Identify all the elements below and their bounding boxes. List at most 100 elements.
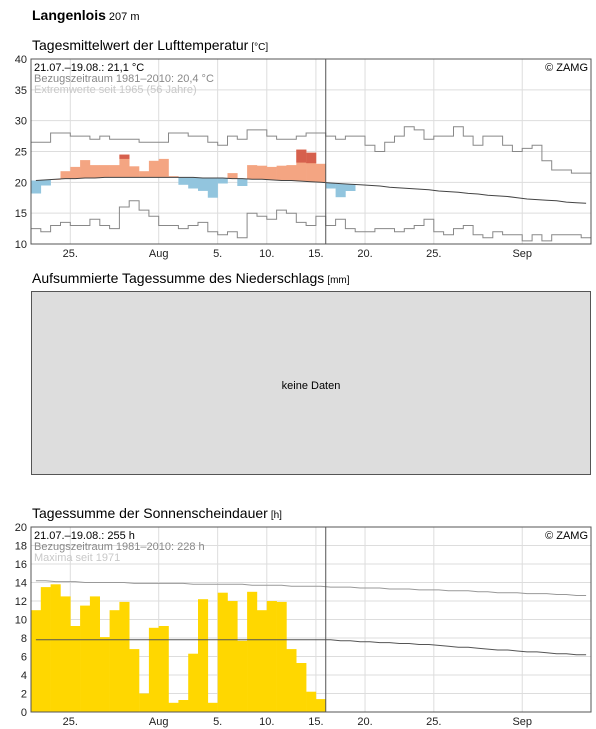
sun-bar <box>198 599 209 712</box>
sun-y-tick-label: 14 <box>15 578 27 590</box>
sun-bar <box>296 663 307 712</box>
sun-info-line-1: 21.07.–19.08.: 255 h <box>34 530 135 542</box>
temp-min-line <box>31 200 591 242</box>
sun-x-tick-label: 5. <box>213 716 222 728</box>
sun-bar <box>119 601 130 712</box>
temp-anomaly-bar <box>31 180 42 194</box>
temp-y-tick-label: 35 <box>15 85 27 97</box>
temp-anomaly-bar <box>207 178 218 198</box>
temp-y-tick-label: 30 <box>15 116 27 128</box>
temp-copyright: © ZAMG <box>545 62 588 74</box>
sun-y-tick-label: 4 <box>21 670 27 682</box>
sun-bar <box>257 610 268 712</box>
sun-plot-border <box>30 526 592 713</box>
temp-x-tick-label: 25. <box>63 248 78 260</box>
sun-bar <box>306 691 317 712</box>
temp-x-tick-label: Sep <box>512 248 532 260</box>
temp-anomaly-bar <box>119 154 130 178</box>
temp-anomaly-bar <box>227 173 238 179</box>
sun-bar <box>237 640 248 712</box>
sun-y-tick-label: 10 <box>15 615 27 627</box>
sun-bar <box>139 693 150 712</box>
temp-plot-border <box>30 58 592 245</box>
temp-y-tick-label: 15 <box>15 208 27 220</box>
temp-anomaly-bar <box>129 166 140 178</box>
sun-bar <box>286 649 297 712</box>
sun-bar <box>188 653 199 712</box>
temp-x-tick-label: 25. <box>426 248 441 260</box>
sun-bar <box>158 626 169 712</box>
temp-y-tick-label: 25 <box>15 147 27 159</box>
sun-x-tick-label: 25. <box>426 716 441 728</box>
temp-anomaly-bar <box>335 183 346 198</box>
temp-x-tick-label: 10. <box>259 248 274 260</box>
station-name: Langenlois <box>32 7 106 23</box>
sun-info-line-3: Maxima seit 1971 <box>34 552 120 564</box>
sun-y-tick-label: 12 <box>15 596 27 608</box>
sun-bar <box>70 626 81 712</box>
sun-y-tick-label: 0 <box>21 707 27 719</box>
sun-bar <box>247 591 258 713</box>
sun-x-tick-label: 25. <box>63 716 78 728</box>
precip-panel-title: Aufsummierte Tagessumme des Niederschlag… <box>32 270 350 286</box>
precip-no-data-box: keine Daten <box>31 291 591 475</box>
temp-anomaly-bar <box>325 183 336 189</box>
temp-anomaly-bar <box>168 176 179 178</box>
temp-anomaly-bar <box>247 165 258 180</box>
sun-bar <box>227 601 238 712</box>
sun-normal-line <box>35 639 587 656</box>
sun-x-tick-label: Aug <box>149 716 169 728</box>
sun-bar <box>266 601 277 712</box>
temp-x-tick-label: 5. <box>213 248 222 260</box>
temp-info-line-2: Bezugszeitraum 1981–2010: 20,4 °C <box>34 73 214 85</box>
sun-y-tick-label: 18 <box>15 541 27 553</box>
sun-bar <box>148 627 159 712</box>
temp-anomaly-bar <box>257 165 268 180</box>
sun-title-text: Tagessumme der Sonnenscheindauer <box>32 505 268 521</box>
temp-anomaly-bar <box>89 165 100 179</box>
temp-unit: [°C] <box>251 42 269 53</box>
sun-bar <box>89 596 100 712</box>
station-header: Langenlois 207 m <box>32 7 139 23</box>
sun-x-tick-label: 10. <box>259 716 274 728</box>
sun-bar <box>207 702 218 713</box>
temp-anomaly-bar <box>306 152 317 182</box>
temp-hot-bar <box>306 152 317 164</box>
temp-anomaly-bar <box>40 179 51 186</box>
temp-anomaly-bar <box>237 178 248 186</box>
temp-x-tick-label: 20. <box>357 248 372 260</box>
sun-bar <box>129 649 140 712</box>
temp-y-tick-label: 10 <box>15 239 27 251</box>
temp-anomaly-bar <box>266 166 277 180</box>
sun-x-tick-label: 20. <box>357 716 372 728</box>
sun-bar <box>60 596 71 712</box>
temp-hot-bar <box>119 154 130 159</box>
sun-y-tick-label: 8 <box>21 633 27 645</box>
temp-anomaly-bar <box>158 158 169 178</box>
sun-bar <box>31 610 42 712</box>
temperature-chart: 10 15 20 25 30 35 40 25. Aug 5. 10. 15. 20. 25. Sep 21.… <box>15 54 592 260</box>
temp-info-line-1: 21.07.–19.08.: 21,1 °C <box>34 62 144 74</box>
sun-panel-title: Tagessumme der Sonnenscheindauer [h] <box>32 505 282 521</box>
sun-info-line-2: Bezugszeitraum 1981–2010: 228 h <box>34 541 205 553</box>
sun-bar <box>315 699 326 712</box>
sun-y-tick-label: 20 <box>15 522 27 534</box>
sunshine-chart: 0 2 4 6 8 10 12 14 16 18 20 25. Aug 5. 10. 15. 20. 25. Sep… <box>15 522 592 728</box>
precip-title-text: Aufsummierte Tagessumme des Niederschlag… <box>32 270 325 286</box>
temp-x-tick-label: Aug <box>149 248 169 260</box>
no-data-label: keine Daten <box>281 380 341 392</box>
sun-bar <box>80 605 91 712</box>
sun-copyright: © ZAMG <box>545 530 588 542</box>
temp-anomaly-bar <box>286 165 297 181</box>
temp-anomaly-bar <box>148 160 159 178</box>
sun-bar <box>99 637 110 712</box>
sun-bar <box>276 601 287 712</box>
sun-y-tick-label: 2 <box>21 689 27 701</box>
temp-anomaly-bar <box>315 163 326 183</box>
sun-bar <box>50 584 61 712</box>
temp-anomaly-bar <box>296 149 307 182</box>
sun-y-tick-label: 16 <box>15 559 27 571</box>
temp-anomaly-bar <box>188 177 199 189</box>
temp-anomaly-bar <box>178 177 189 185</box>
temp-x-tick-label: 15. <box>308 248 323 260</box>
